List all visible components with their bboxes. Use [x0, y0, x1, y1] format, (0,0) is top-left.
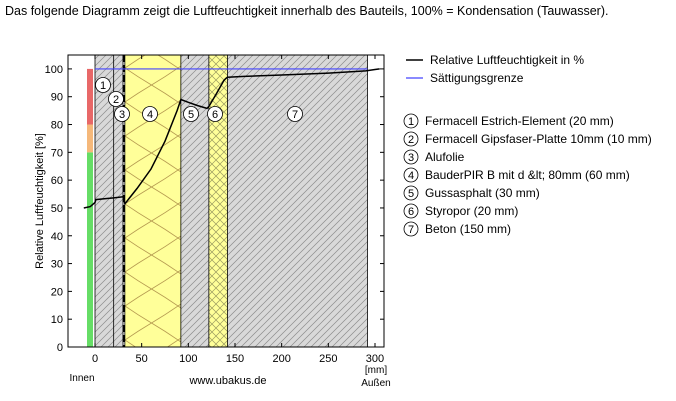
legend-layer-3-name: Alufolie: [425, 150, 465, 164]
x-tick-label: 50: [136, 353, 148, 365]
y-tick-label: 50: [51, 203, 63, 215]
legend-layer-2-marker: [403, 131, 419, 147]
legend-layer-4-name: BauderPIR B mit d &lt; 80mm (60 mm): [425, 168, 630, 182]
layer-1-marker: [95, 77, 111, 93]
legend-layer-2-number: 2: [408, 134, 414, 146]
legend-layer-1-name: Fermacell Estrich-Element (20 mm): [425, 114, 614, 128]
y-tick-label: 70: [51, 147, 63, 159]
legend-entry-1: Relative Luftfeuchtigkeit in %: [430, 53, 584, 67]
layer-2-marker: [108, 91, 124, 107]
y-tick-label: 30: [51, 259, 63, 271]
legend-layer-7-number: 7: [408, 224, 414, 236]
x-left-label: Innen: [69, 373, 94, 384]
layer-6-marker-label: 6: [212, 109, 218, 121]
page-title: Das folgende Diagramm zeigt die Luftfeuc…: [5, 4, 609, 18]
y-tick-label: 40: [51, 231, 63, 243]
legend-layer-6-marker: [403, 203, 419, 219]
legend-layer-4-number: 4: [408, 170, 414, 182]
layer-6-marker: [207, 106, 223, 122]
y-tick-label: 60: [51, 175, 63, 187]
x-tick-label: 300: [366, 353, 384, 365]
footer-url: www.ubakus.de: [188, 375, 266, 387]
y-tick-label: 90: [51, 92, 63, 104]
legend-entry-2: Sättigungsgrenze: [430, 71, 524, 85]
y-tick-label: 80: [51, 120, 63, 132]
legend-layer-7-name: Beton (150 mm): [425, 222, 511, 236]
humidity-scale-segment: [87, 152, 93, 347]
legend-layer-1-marker: [403, 113, 419, 129]
legend-layer-5-marker: [403, 185, 419, 201]
legend-layer-2-name: Fermacell Gipsfaser-Platte 10mm (10 mm): [425, 132, 652, 146]
y-tick-label: 20: [51, 286, 63, 298]
x-tick-label: 0: [92, 353, 98, 365]
plot-frame: [67, 54, 385, 348]
legend-layer-3-marker: [403, 149, 419, 165]
layer-3-marker-label: 3: [119, 109, 125, 121]
x-tick-label: 100: [179, 353, 197, 365]
x-tick-label: 200: [272, 353, 290, 365]
x-right-label: Außen: [361, 378, 390, 389]
legend-layer-5-number: 5: [408, 188, 414, 200]
layer-3-marker: [114, 106, 130, 122]
layer-5-marker: [183, 106, 199, 122]
layer-1-marker-label: 1: [100, 80, 106, 92]
y-tick-label: 10: [51, 314, 63, 326]
layer-5-marker-label: 5: [188, 109, 194, 121]
x-tick-label: 150: [226, 353, 244, 365]
layer-6-band: [208, 55, 228, 347]
legend-layer-4-marker: [403, 167, 419, 183]
layer-5-band: [180, 55, 209, 347]
legend-layer-5-name: Gussasphalt (30 mm): [425, 186, 540, 200]
x-tick-label: 250: [319, 353, 337, 365]
humidity-curve: [83, 68, 380, 209]
x-axis-label: [mm]: [365, 365, 387, 376]
legend-layer-3-number: 3: [408, 152, 414, 164]
legend-layer-6-name: Styropor (20 mm): [425, 204, 518, 218]
layer-2-marker-label: 2: [113, 94, 119, 106]
legend-layer-6-number: 6: [408, 206, 414, 218]
layer-7-marker: [287, 106, 303, 122]
layer-4-marker: [142, 106, 158, 122]
legend-layer-1-number: 1: [408, 116, 414, 128]
y-axis-label: Relative Luftfeuchtigkeit [%]: [34, 133, 46, 269]
humidity-scale-segment: [87, 68, 93, 125]
y-tick-label: 0: [57, 342, 63, 354]
layer-7-marker-label: 7: [292, 109, 298, 121]
layer-2-band: [113, 55, 123, 347]
layer-1-band: [95, 55, 114, 347]
layer-7-band: [227, 55, 368, 347]
layer-4-marker-label: 4: [147, 109, 153, 121]
y-tick-label: 100: [45, 64, 63, 76]
layer-4-band: [124, 55, 181, 347]
legend-layer-7-marker: [403, 221, 419, 237]
humidity-scale-segment: [87, 124, 93, 153]
